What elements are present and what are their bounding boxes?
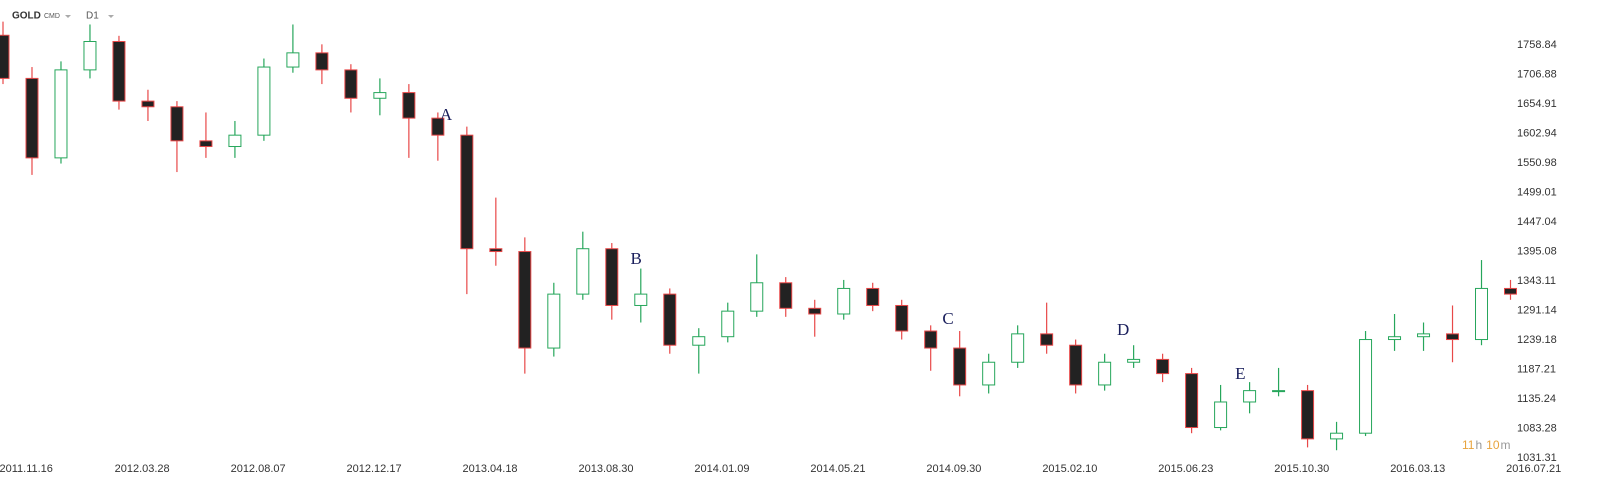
y-tick-label: 1706.88 <box>1517 68 1557 80</box>
candle-body <box>605 248 619 306</box>
caret[interactable] <box>65 15 71 18</box>
annotation: E <box>1235 364 1245 383</box>
candle-body <box>1011 333 1025 363</box>
candle-body <box>547 293 561 349</box>
candle-body <box>141 100 155 108</box>
x-tick-label: 2012.08.07 <box>231 463 286 475</box>
y-tick-label: 1447.04 <box>1517 216 1557 228</box>
candle-body <box>54 69 68 159</box>
candle-body <box>1214 401 1228 429</box>
x-tick-label: 2011.11.16 <box>0 463 53 475</box>
candle-body <box>866 287 880 306</box>
candle-body <box>170 106 184 142</box>
candle-body <box>1040 333 1054 346</box>
y-tick-label: 1602.94 <box>1517 127 1557 139</box>
candle-body <box>982 361 996 386</box>
x-tick-label: 2013.08.30 <box>578 463 633 475</box>
candle-body <box>1330 432 1344 440</box>
y-tick-label: 1499.01 <box>1517 186 1557 198</box>
candle-body <box>25 77 39 159</box>
candle-body <box>1185 373 1199 429</box>
candle-body <box>344 69 358 99</box>
y-tick-label: 1291.14 <box>1517 304 1557 316</box>
candle-body <box>112 40 126 102</box>
candle-body <box>1069 344 1083 386</box>
x-tick-label: 2016.03.13 <box>1390 463 1445 475</box>
y-tick-label: 1187.21 <box>1517 363 1556 375</box>
symbol[interactable]: GOLD <box>12 11 41 22</box>
candle-body <box>431 117 445 136</box>
candle-body <box>257 66 271 136</box>
candle-body <box>228 134 242 148</box>
x-tick-label: 2015.06.23 <box>1158 463 1213 475</box>
candle-body <box>1359 339 1373 434</box>
candle-body <box>518 251 532 349</box>
candle-body <box>1156 358 1170 375</box>
candle-body <box>1243 390 1257 403</box>
candle-body <box>895 304 909 332</box>
candle-body <box>1098 361 1112 386</box>
timer-minutes: 10 <box>1486 438 1500 452</box>
y-tick-label: 1550.98 <box>1517 157 1557 169</box>
y-tick-label: 1031.31 <box>1517 452 1557 464</box>
candle-body <box>576 248 590 295</box>
candle-body <box>315 52 329 71</box>
x-tick-label: 2012.03.28 <box>115 463 170 475</box>
candle-body <box>750 282 764 312</box>
plot-area: 1031.31 1083.28 1135.24 1187.21 1239.18 1291.… <box>0 21 1561 475</box>
annotation: D <box>1117 320 1129 339</box>
candle-body <box>953 347 967 386</box>
y-tick-label: 1239.18 <box>1517 334 1557 346</box>
timer: 11h 10m <box>1462 438 1511 452</box>
candle-body <box>721 310 735 338</box>
candle-body <box>199 140 213 148</box>
x-tick-label: 2014.05.21 <box>810 463 865 475</box>
x-tick-label: 2015.02.10 <box>1042 463 1097 475</box>
candle-body <box>286 52 300 68</box>
caret[interactable] <box>108 15 114 18</box>
candle-body <box>634 293 648 306</box>
y-tick-label: 1343.11 <box>1517 275 1556 287</box>
timeframe[interactable]: D1 <box>86 11 99 22</box>
candle-body <box>83 40 97 71</box>
x-tick-label: 2012.12.17 <box>347 463 402 475</box>
candle-body <box>489 248 503 253</box>
market: CMD <box>44 13 60 20</box>
candle-body <box>1301 390 1315 440</box>
candle-body <box>692 336 706 346</box>
annotation: C <box>942 309 953 328</box>
candle-body <box>0 34 10 79</box>
y-tick-label: 1395.08 <box>1517 245 1557 257</box>
candle-body <box>373 92 387 99</box>
candle-body <box>837 287 851 315</box>
x-tick-label: 2014.01.09 <box>694 463 749 475</box>
candle-body <box>1127 358 1141 363</box>
y-tick-label: 1083.28 <box>1517 422 1557 434</box>
candle-body <box>402 92 416 119</box>
candle-body <box>1475 287 1489 341</box>
candle-body <box>1504 287 1517 295</box>
timer-h: h <box>1475 438 1482 452</box>
candle-body <box>460 134 474 250</box>
candle-body <box>808 307 822 315</box>
y-tick-label: 1654.91 <box>1517 98 1557 110</box>
y-tick-label: 1135.24 <box>1517 393 1556 405</box>
candle-body <box>663 293 677 346</box>
candle-body <box>1272 390 1286 393</box>
candle-body <box>1417 333 1431 338</box>
annotation: B <box>630 249 641 268</box>
timer-m: m <box>1501 438 1511 452</box>
x-tick-label: 2016.07.21 <box>1506 463 1561 475</box>
x-tick-label: 2015.10.30 <box>1274 463 1329 475</box>
y-tick-label: 1758.84 <box>1517 39 1557 51</box>
annotation: A <box>440 105 453 124</box>
x-tick-label: 2013.04.18 <box>463 463 518 475</box>
candle-body <box>1388 336 1402 341</box>
candle-body <box>1446 333 1460 341</box>
x-tick-label: 2014.09.30 <box>926 463 981 475</box>
candle-body <box>924 330 938 349</box>
timer-hours: 11 <box>1462 438 1475 452</box>
candle-body <box>779 282 793 309</box>
